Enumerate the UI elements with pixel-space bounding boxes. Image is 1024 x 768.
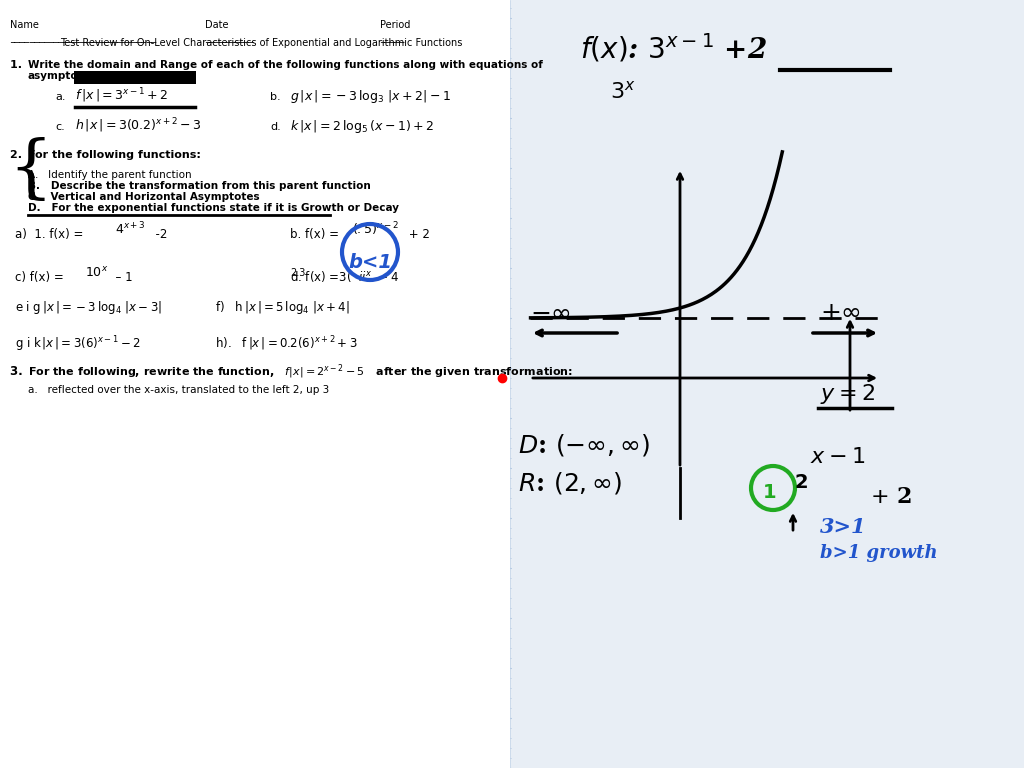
Text: b.: b. [270,92,281,102]
Text: d. f(x) =3(  $\mathit{ii}^x$   - 4: d. f(x) =3( $\mathit{ii}^x$ - 4 [290,269,399,284]
Text: $3^x$: $3^x$ [610,81,636,103]
FancyBboxPatch shape [0,0,510,768]
Text: Period: Period [380,20,411,30]
Text: a.   reflected over the x-axis, translated to the left 2, up 3: a. reflected over the x-axis, translated… [28,385,330,395]
Text: For the following functions:: For the following functions: [28,150,201,160]
Text: $g\,|x\,|=-3\,\log_3\,|x+2|-1$: $g\,|x\,|=-3\,\log_3\,|x+2|-1$ [290,88,451,105]
Text: 1: 1 [763,484,777,502]
Text: Name: Name [10,20,39,30]
Text: b>1 growth: b>1 growth [820,544,938,562]
Text: + 2: + 2 [406,228,430,241]
Text: __________: __________ [205,33,254,43]
Text: f)   h$\,|x\,|=5\,\log_4\,|x+4|$: f) h$\,|x\,|=5\,\log_4\,|x+4|$ [215,299,349,316]
Text: D.   For the exponential functions state if it is Growth or Decay: D. For the exponential functions state i… [28,203,399,213]
Text: asymptotes:: asymptotes: [28,71,101,81]
Text: $h\,|x\,|=3(0.2)^{x+2}-3$: $h\,|x\,|=3(0.2)^{x+2}-3$ [75,117,202,135]
Text: C.   Vertical and Horizontal Asymptotes: C. Vertical and Horizontal Asymptotes [28,192,260,202]
Text: -2: -2 [148,228,167,241]
Text: ______________________________: ______________________________ [10,33,157,43]
FancyBboxPatch shape [512,0,1024,768]
Text: 2.: 2. [10,150,34,160]
Text: b. f(x) =: b. f(x) = [290,228,343,241]
Text: $(.5)^{x-2}$: $(.5)^{x-2}$ [352,220,398,238]
Text: – 1: – 1 [108,271,133,284]
Text: $R$: $(2, \infty)$: $R$: $(2, \infty)$ [518,469,623,495]
Text: $x-1$: $x-1$ [810,446,865,468]
Text: 1.: 1. [10,60,34,70]
Text: g i k$\,|x\,|=3(6)^{x-1}-2$: g i k$\,|x\,|=3(6)^{x-1}-2$ [15,334,140,354]
Text: $+$ 2: $+$ 2 [870,486,912,508]
Text: 2: 2 [795,473,809,492]
FancyBboxPatch shape [74,71,196,84]
Text: B.   Describe the transformation from this parent function: B. Describe the transformation from this… [28,181,371,191]
Text: 3>1: 3>1 [820,517,866,537]
Text: c) f(x) =: c) f(x) = [15,271,68,284]
Text: e i g$\,|x\,|=-3\,\log_4\,|x-3|$: e i g$\,|x\,|=-3\,\log_4\,|x-3|$ [15,299,162,316]
Text: {: { [8,137,52,204]
Text: d.: d. [270,122,281,132]
Text: 3.: 3. [10,365,35,378]
Text: $k\,|x\,|=2\,\log_5(x-1)+2$: $k\,|x\,|=2\,\log_5(x-1)+2$ [290,118,434,135]
Text: $4^{x+3}$: $4^{x+3}$ [115,220,145,237]
Text: a.: a. [55,92,66,102]
Text: a)  1. f(x) =: a) 1. f(x) = [15,228,87,241]
Text: $D$: $(-\infty, \infty)$: $D$: $(-\infty, \infty)$ [518,432,650,458]
Text: $y=2$: $y=2$ [820,382,874,406]
Text: $+\infty$: $+\infty$ [820,301,861,325]
Text: _____: _____ [380,33,404,43]
Text: $f(x)$: $3^{x-1}$ +2: $f(x)$: $3^{x-1}$ +2 [580,31,767,64]
Text: $10^{x}$: $10^{x}$ [85,266,109,280]
Text: b<1: b<1 [348,253,392,272]
Text: Write the domain and Range of each of the following functions along with equatio: Write the domain and Range of each of th… [28,60,543,70]
Text: c.: c. [55,122,65,132]
Text: For the following, rewrite the function,   $f|x|=2^{x-2}-5$   after the given tr: For the following, rewrite the function,… [28,362,573,381]
Text: 2.3: 2.3 [290,268,305,278]
Text: A.   Identify the parent function: A. Identify the parent function [28,170,191,180]
Text: Test Review for On-Level Characteristics of Exponential and Logarithmic Function: Test Review for On-Level Characteristics… [60,38,463,48]
Text: $f\,|x\,|=3^{x-1}+2$: $f\,|x\,|=3^{x-1}+2$ [75,87,169,105]
Text: $-\infty$: $-\infty$ [530,301,571,325]
Text: h).   f$\,|x\,|=0.2(6)^{x+2}+3$: h). f$\,|x\,|=0.2(6)^{x+2}+3$ [215,335,357,353]
Text: Date: Date [205,20,228,30]
